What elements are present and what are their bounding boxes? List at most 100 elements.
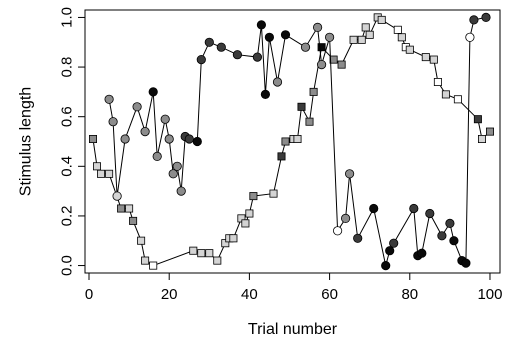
series-layer [89, 13, 493, 270]
circle-point [382, 261, 390, 269]
square-point [118, 205, 125, 212]
circle-point [149, 88, 157, 96]
circle-point [466, 33, 474, 41]
circle-point [153, 152, 161, 160]
square-point [242, 220, 249, 227]
circle-point [426, 209, 434, 217]
square-point [358, 36, 365, 43]
x-tick-label: 40 [241, 286, 258, 303]
square-point [406, 46, 413, 53]
circle-point [438, 232, 446, 240]
circle-point [169, 170, 177, 178]
circle-point [141, 127, 149, 135]
circle-point [450, 237, 458, 245]
circle-point [217, 43, 225, 51]
y-tick-label: 0.6 [59, 106, 76, 127]
circle-point [197, 55, 205, 63]
circle-point [341, 214, 349, 222]
square-point [270, 190, 277, 197]
circle-point [233, 51, 241, 59]
circle-point [325, 33, 333, 41]
y-tick-label: 0.8 [59, 57, 76, 78]
square-point [398, 34, 405, 41]
circle-point [133, 103, 141, 111]
x-tick-label: 20 [161, 286, 178, 303]
circle-point [161, 115, 169, 123]
square-point [93, 163, 100, 170]
square-point [282, 138, 289, 145]
circle-point [173, 162, 181, 170]
square-point [434, 78, 441, 85]
square-point [230, 235, 237, 242]
square-point [250, 193, 257, 200]
x-tick-label: 80 [401, 286, 418, 303]
square-point [206, 250, 213, 257]
circle-point [410, 204, 418, 212]
circle-point [165, 135, 173, 143]
square-point [478, 135, 485, 142]
square-point [306, 118, 313, 125]
circle-point [390, 239, 398, 247]
x-axis: 0 20 40 60 80 100 [85, 273, 503, 303]
circle-point [345, 170, 353, 178]
circle-point [313, 23, 321, 31]
x-tick-label: 0 [85, 286, 93, 303]
y-tick-label: 0.2 [59, 206, 76, 227]
x-axis-label: Trial number [248, 321, 338, 338]
square-point [294, 135, 301, 142]
square-point [378, 16, 385, 23]
square-point [106, 170, 113, 177]
square-point [126, 205, 133, 212]
circle-point [482, 13, 490, 21]
square-point [310, 88, 317, 95]
circle-point [177, 187, 185, 195]
circle-point [105, 95, 113, 103]
square-point [474, 116, 481, 123]
y-tick-label: 1.0 [59, 7, 76, 28]
y-tick-label: 0.4 [59, 156, 76, 177]
circle-point [253, 53, 261, 61]
circle-point [257, 21, 265, 29]
circle-point [301, 43, 309, 51]
square-point [350, 36, 357, 43]
circle-point [261, 90, 269, 98]
circle-point [317, 60, 325, 68]
y-tick-label: 0.0 [59, 255, 76, 276]
square-point [198, 250, 205, 257]
square-point [138, 237, 145, 244]
square-point [486, 128, 493, 135]
square-point [338, 61, 345, 68]
square-point [366, 31, 373, 38]
circle-point [418, 249, 426, 257]
square-point [130, 217, 137, 224]
circle-point [113, 192, 121, 200]
square-point [246, 210, 253, 217]
circle-point [193, 137, 201, 145]
square-point [422, 54, 429, 61]
x-tick-label: 100 [477, 286, 502, 303]
square-point [214, 257, 221, 264]
square-point [97, 170, 104, 177]
square-point [89, 135, 96, 142]
circle-point [109, 118, 117, 126]
x-tick-label: 60 [321, 286, 338, 303]
square-point [362, 24, 369, 31]
square-point [142, 257, 149, 264]
square-point [430, 56, 437, 63]
square-point [442, 91, 449, 98]
series-1 [89, 14, 493, 269]
circle-point [354, 234, 362, 242]
square-point [298, 103, 305, 110]
circle-point [462, 259, 470, 267]
square-point [454, 96, 461, 103]
circle-point [386, 247, 394, 255]
square-point [190, 247, 197, 254]
circle-point [446, 219, 454, 227]
circle-point [205, 38, 213, 46]
circle-point [470, 16, 478, 24]
circle-point [273, 78, 281, 86]
circle-point [281, 31, 289, 39]
circle-point [370, 204, 378, 212]
circle-point [185, 135, 193, 143]
y-axis: 0.0 0.2 0.4 0.6 0.8 1.0 [59, 7, 86, 276]
